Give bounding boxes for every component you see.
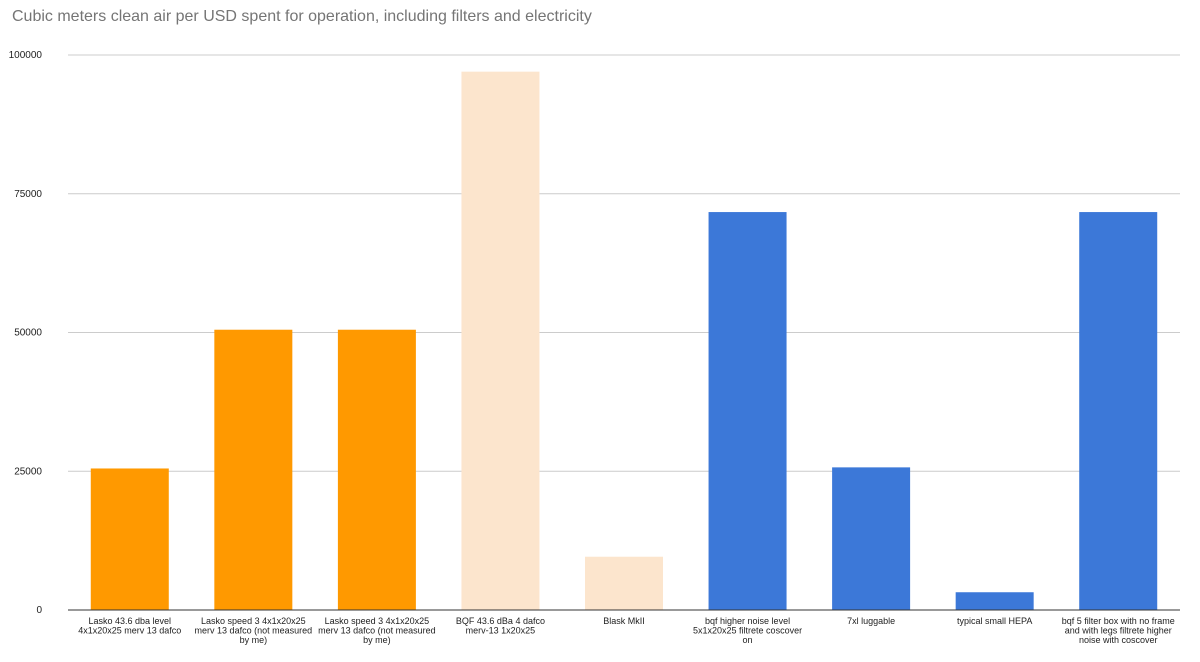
bar [90,468,169,610]
bar [1079,212,1158,610]
bar [708,212,787,610]
y-tick-label: 50000 [14,328,42,339]
bar [832,467,911,610]
y-tick-label: 100000 [9,50,43,61]
bars [90,71,1158,610]
x-tick-label: Lasko 43.6 dba level 4x1x20x25 merv 13 da… [78,616,181,636]
x-axis-labels: Lasko 43.6 dba level 4x1x20x25 merv 13 da… [78,616,1175,645]
y-tick-label: 75000 [14,189,42,200]
bar [585,556,663,610]
x-tick-label: typical small HEPA [957,616,1032,626]
x-tick-label: Blask MkII [603,616,645,626]
x-tick-label: Lasko speed 3 4x1x20x25 merv 13 dafco (no… [318,616,436,645]
x-tick-label: bqf 5 filter box with no frame and with l… [1062,616,1175,645]
x-tick-label: 7xl luggable [847,616,895,626]
chart-title: Cubic meters clean air per USD spent for… [12,8,592,25]
bar [337,329,416,610]
y-tick-label: 0 [36,605,42,616]
x-tick-label: Lasko speed 3 4x1x20x25 merv 13 dafco (no… [195,616,313,645]
y-tick-label: 25000 [14,466,42,477]
bar [214,329,293,610]
x-tick-label: bqf higher noise level 5x1x20x25 filtrete… [693,616,802,645]
y-axis-ticks: 0 25000 50000 75000 100000 [9,50,43,616]
bar [461,71,540,610]
x-tick-label: BQF 43.6 dBa 4 dafco merv-13 1x20x25 [456,616,545,636]
bar [955,592,1034,610]
